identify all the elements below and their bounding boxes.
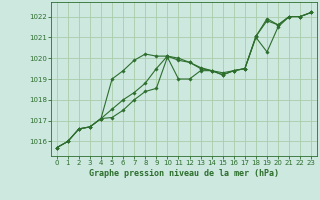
X-axis label: Graphe pression niveau de la mer (hPa): Graphe pression niveau de la mer (hPa) [89, 169, 279, 178]
